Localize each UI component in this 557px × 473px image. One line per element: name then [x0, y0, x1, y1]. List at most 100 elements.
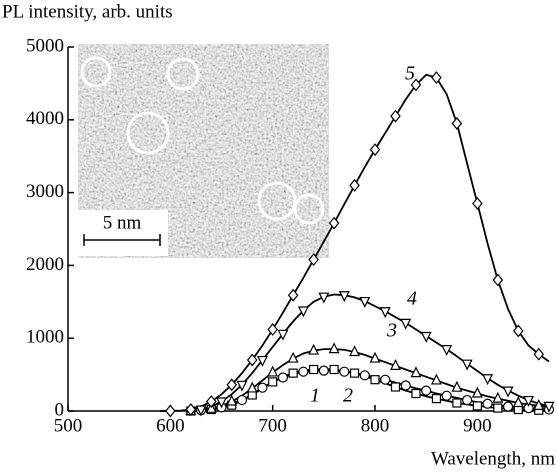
marker [492, 391, 504, 403]
marker [441, 390, 452, 401]
series-label: 5 [405, 63, 415, 85]
marker [338, 291, 350, 303]
y-tick-label: 2000 [26, 254, 64, 275]
marker [533, 399, 545, 411]
marker [410, 366, 422, 378]
marker [339, 366, 350, 377]
y-axis-title: PL intensity, arb. units [2, 1, 173, 22]
marker [185, 403, 197, 416]
series-label: 4 [407, 288, 417, 310]
marker [471, 386, 483, 398]
marker [267, 323, 278, 336]
marker [543, 401, 555, 413]
marker [420, 331, 432, 343]
marker [390, 109, 401, 123]
marker [482, 398, 493, 409]
marker [309, 364, 319, 375]
series-label: 3 [386, 320, 397, 342]
marker [328, 342, 340, 354]
marker [451, 380, 463, 392]
marker [236, 380, 248, 392]
marker [472, 401, 482, 411]
marker [287, 351, 299, 363]
marker [502, 401, 514, 412]
marker [359, 296, 371, 308]
marker [277, 372, 289, 383]
y-tick-label: 4000 [26, 108, 64, 129]
marker [472, 197, 483, 210]
marker [287, 288, 299, 302]
marker [216, 397, 227, 409]
x-tick-label: 700 [258, 415, 287, 436]
marker [349, 368, 360, 378]
marker [493, 403, 503, 413]
marker [461, 359, 473, 371]
marker [165, 404, 176, 418]
marker [462, 394, 473, 406]
marker [226, 378, 238, 392]
marker [370, 375, 380, 385]
marker [482, 374, 494, 386]
y-tick-label: 5000 [26, 35, 64, 56]
marker [226, 394, 238, 406]
marker [430, 373, 442, 385]
marker [513, 324, 524, 338]
marker [256, 355, 268, 367]
marker [390, 382, 401, 392]
marker [318, 365, 329, 376]
marker [359, 370, 370, 381]
marker [328, 216, 340, 230]
marker [267, 365, 279, 377]
series-label: 1 [310, 385, 320, 407]
marker [246, 381, 258, 393]
inset-image: 5 nm [78, 44, 329, 258]
marker [329, 364, 339, 375]
marker [452, 398, 462, 408]
marker [512, 396, 524, 408]
marker [349, 345, 361, 357]
marker [380, 374, 391, 385]
marker [298, 366, 309, 377]
marker [308, 343, 320, 355]
marker [431, 394, 442, 404]
x-tick-label: 900 [463, 415, 492, 436]
y-tick-label: 0 [55, 399, 65, 420]
marker [379, 307, 391, 319]
marker [502, 386, 514, 398]
x-axis-title: Wavelength, nm [431, 448, 555, 469]
marker [206, 395, 217, 408]
marker [297, 306, 309, 318]
marker [369, 351, 381, 363]
x-tick-label: 600 [156, 415, 185, 436]
marker [369, 143, 381, 157]
marker [431, 71, 442, 85]
marker [308, 253, 319, 267]
marker [400, 318, 412, 330]
marker [349, 178, 360, 192]
marker [533, 347, 545, 361]
marker [421, 385, 432, 396]
marker [277, 329, 289, 341]
marker [236, 394, 248, 406]
marker [246, 353, 258, 367]
marker [400, 380, 411, 391]
x-tick-label: 500 [54, 415, 83, 436]
inset-scale-label: 5 nm [103, 212, 142, 233]
marker [411, 388, 421, 399]
x-tick-label: 800 [361, 415, 390, 436]
series-label: 2 [343, 385, 353, 407]
marker [410, 78, 422, 92]
marker [288, 368, 298, 378]
marker [268, 377, 278, 387]
marker [318, 292, 330, 304]
marker [441, 345, 453, 356]
marker [451, 116, 463, 130]
marker [492, 273, 504, 287]
marker [390, 359, 401, 370]
marker [523, 395, 535, 407]
marker [257, 382, 268, 393]
marker [195, 405, 207, 417]
y-tick-label: 3000 [26, 181, 64, 202]
y-tick-label: 1000 [26, 327, 64, 348]
